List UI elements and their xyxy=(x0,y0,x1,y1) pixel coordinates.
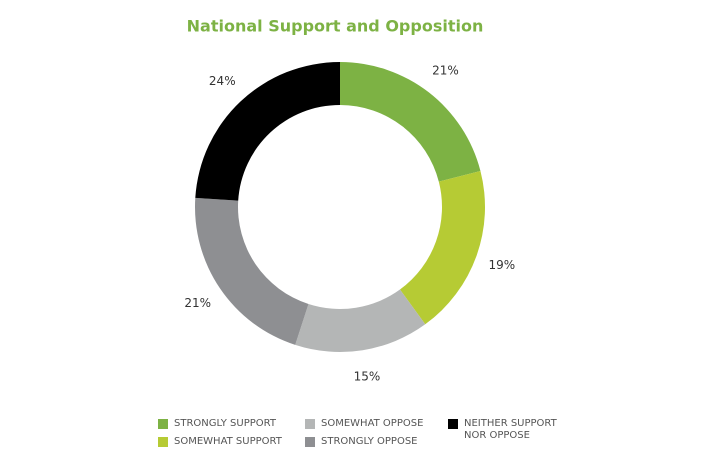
legend-label: STRONGLY OPPOSE xyxy=(321,436,418,447)
legend-label: SOMEWHAT SUPPORT xyxy=(174,436,282,447)
legend-label: NEITHER SUPPORT NOR OPPOSE xyxy=(464,418,557,441)
legend-label: STRONGLY SUPPORT xyxy=(174,418,276,429)
legend-item: SOMEWHAT OPPOSE xyxy=(305,418,448,436)
legend-label: SOMEWHAT OPPOSE xyxy=(321,418,424,429)
legend-swatch xyxy=(448,419,458,429)
legend-item: NEITHER SUPPORT NOR OPPOSE xyxy=(448,418,588,454)
legend-swatch xyxy=(305,437,315,447)
value-label: 21% xyxy=(184,296,211,310)
legend-swatch xyxy=(158,419,168,429)
legend-swatch xyxy=(305,419,315,429)
chart: National Support and Opposition 21% 19% 15… xyxy=(184,17,515,384)
legend: STRONGLY SUPPORT SOMEWHAT SUPPORT SOMEWHAT… xyxy=(158,418,588,454)
donut-segment xyxy=(340,62,481,182)
donut-segment xyxy=(194,197,309,345)
value-label: 15% xyxy=(354,369,381,383)
donut-segment xyxy=(399,170,485,325)
chart-title: National Support and Opposition xyxy=(187,17,484,36)
donut-segment xyxy=(195,62,340,201)
legend-item: STRONGLY SUPPORT xyxy=(158,418,305,436)
value-label: 19% xyxy=(488,258,515,272)
donut-segment xyxy=(295,289,426,352)
legend-item: STRONGLY OPPOSE xyxy=(305,436,448,454)
value-label: 24% xyxy=(209,74,236,88)
legend-swatch xyxy=(158,437,168,447)
value-label: 21% xyxy=(432,64,459,78)
legend-item: SOMEWHAT SUPPORT xyxy=(158,436,305,454)
